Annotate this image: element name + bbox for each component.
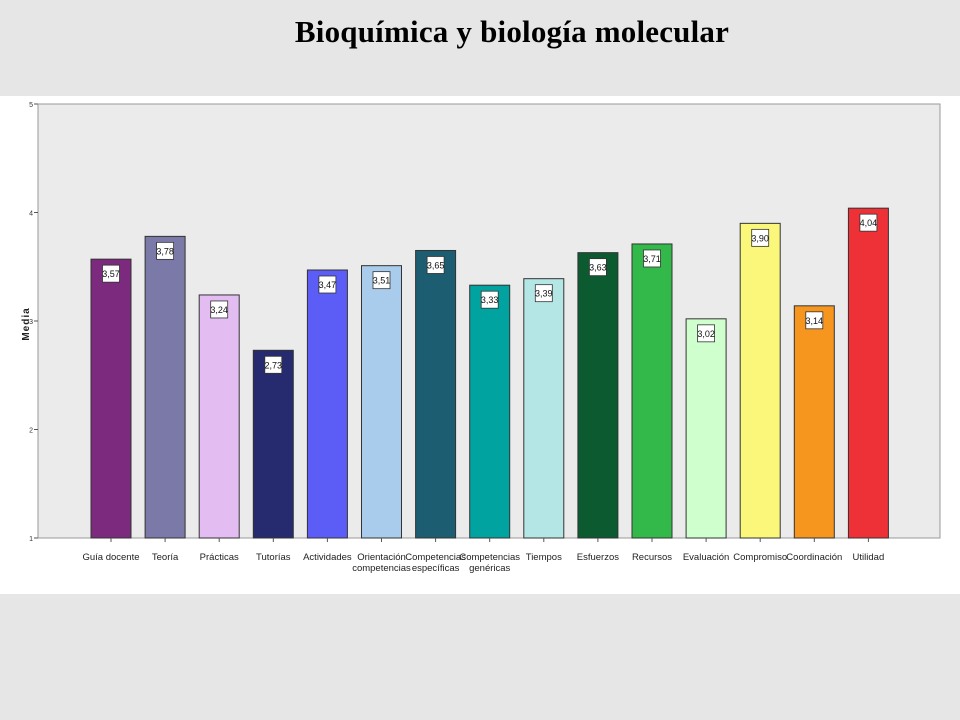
x-tick-label: competencias xyxy=(352,563,411,574)
bar xyxy=(793,305,835,539)
data-label-box xyxy=(643,249,661,268)
x-tick-label: Compromiso xyxy=(733,552,787,563)
data-label-box xyxy=(697,324,715,343)
bar xyxy=(523,278,565,539)
data-label-box xyxy=(426,256,445,274)
data-label: 2,73 xyxy=(265,360,283,370)
y-tick-label: 3 xyxy=(29,319,33,326)
x-tick-label: Orientación xyxy=(357,552,406,563)
x-tick-label: Recursos xyxy=(632,552,672,563)
data-label: 3,47 xyxy=(319,280,337,290)
x-tick-label: Competencias xyxy=(405,552,466,563)
data-label: 3,57 xyxy=(102,269,120,279)
data-label: 3,14 xyxy=(806,316,824,326)
data-label-box xyxy=(372,271,391,290)
x-tick-label: Esfuerzos xyxy=(577,552,619,563)
chart-panel: 1 2 3 4 5 Media 3,57 Guía docente 3,78 Teoría 3,24… xyxy=(0,96,960,594)
x-tick-label: Competencias xyxy=(459,552,520,563)
bar xyxy=(306,269,348,539)
data-label-box xyxy=(318,275,337,294)
bar xyxy=(577,252,619,539)
bar-chart: 1 2 3 4 5 Media 3,57 Guía docente 3,78 Teoría 3,24… xyxy=(21,102,941,574)
data-label: 4,04 xyxy=(860,218,878,228)
data-label-box xyxy=(480,290,499,309)
data-label-box xyxy=(264,355,283,374)
data-label: 3,71 xyxy=(643,254,661,264)
bar xyxy=(90,258,132,539)
slide-title: Bioquímica y biología molecular xyxy=(294,14,730,49)
data-label: 3,33 xyxy=(481,295,499,305)
data-label: 3,02 xyxy=(697,329,715,339)
x-tick-label: Coordinación xyxy=(786,552,842,563)
data-label: 3,63 xyxy=(589,263,607,273)
x-tick-label: Utilidad xyxy=(853,552,885,563)
x-tick-label: Guía docente xyxy=(82,552,139,563)
x-tick-label: específicas xyxy=(412,563,460,574)
bar xyxy=(631,243,673,539)
data-label-box xyxy=(534,284,553,303)
data-label-box xyxy=(751,228,770,247)
data-label: 3,51 xyxy=(373,276,391,286)
bar xyxy=(252,349,294,539)
bar xyxy=(847,207,889,539)
y-tick-label: 5 xyxy=(29,102,33,109)
x-tick-label: Tutorías xyxy=(256,552,291,563)
x-tick-label: Teoría xyxy=(152,552,179,563)
data-label: 3,24 xyxy=(210,305,228,315)
bar xyxy=(739,222,781,539)
data-label-box xyxy=(210,300,229,319)
data-label-box xyxy=(156,241,175,260)
bar xyxy=(415,249,457,539)
bar xyxy=(361,265,402,539)
x-tick-label: Prácticas xyxy=(200,552,239,563)
data-label-box xyxy=(589,258,607,277)
data-label: 3,65 xyxy=(427,260,445,270)
data-label-box xyxy=(805,311,824,330)
x-tick-label: Actividades xyxy=(303,552,352,563)
bar xyxy=(469,284,511,539)
data-label-box xyxy=(102,264,120,283)
y-tick-label: 1 xyxy=(29,536,33,543)
data-label-box xyxy=(859,213,878,232)
data-label: 3,39 xyxy=(535,289,553,299)
y-tick-label: 2 xyxy=(29,428,33,435)
bar xyxy=(198,294,240,539)
y-axis-label: Media xyxy=(21,307,32,340)
bar xyxy=(144,235,186,539)
x-tick-label: genéricas xyxy=(469,563,510,574)
bar xyxy=(685,318,727,539)
x-tick-label: Evaluación xyxy=(683,552,729,563)
x-tick-label: Tiempos xyxy=(526,552,562,563)
y-tick-label: 4 xyxy=(29,211,33,218)
data-label: 3,90 xyxy=(751,233,769,243)
data-label: 3,78 xyxy=(156,246,174,256)
